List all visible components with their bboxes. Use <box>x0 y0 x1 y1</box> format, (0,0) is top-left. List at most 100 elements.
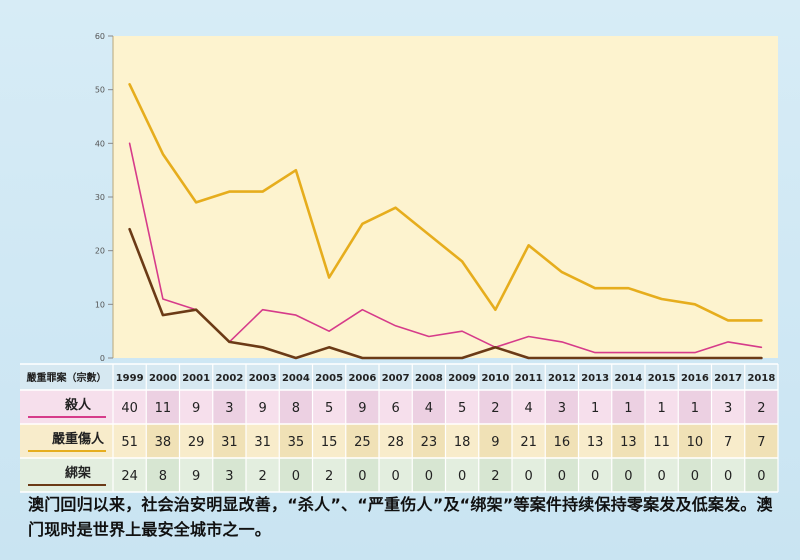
table-value: 7 <box>724 435 732 450</box>
table-cell-shade <box>678 458 712 492</box>
table-value: 9 <box>192 401 200 416</box>
table-cell-shade <box>545 458 579 492</box>
table-value: 23 <box>421 435 438 450</box>
plot-area: 0 10 20 30 40 50 60 <box>95 32 778 363</box>
table-cell-shade <box>412 390 446 424</box>
year-label: 2002 <box>215 373 243 384</box>
table-cell-shade <box>744 458 778 492</box>
table-value: 5 <box>325 401 333 416</box>
table-cell-shade <box>212 390 246 424</box>
table-value: 0 <box>657 469 665 484</box>
table-cell-shade <box>611 424 645 458</box>
plot-background <box>113 36 778 358</box>
series-line-3 <box>128 227 763 360</box>
y-tick-label: 40 <box>95 139 105 148</box>
table-value: 7 <box>757 435 765 450</box>
table-value: 4 <box>425 401 433 416</box>
table-value: 1 <box>691 401 699 416</box>
year-label: 2009 <box>448 373 476 384</box>
table-value: 0 <box>757 469 765 484</box>
table-value: 3 <box>225 401 233 416</box>
table-value: 5 <box>458 401 466 416</box>
year-label: 2016 <box>681 373 709 384</box>
table-header-title: 嚴重罪案（宗數） <box>26 371 107 384</box>
table-value: 31 <box>254 435 271 450</box>
year-label: 2007 <box>382 373 410 384</box>
series-name-3: 綁架 <box>65 465 91 481</box>
table-value: 0 <box>358 469 366 484</box>
table-value: 35 <box>288 435 305 450</box>
y-tick-label: 10 <box>95 300 105 309</box>
series-line-1 <box>128 142 763 354</box>
table-cell-shade <box>146 458 180 492</box>
table-value: 2 <box>325 469 333 484</box>
table-cell-shade <box>744 390 778 424</box>
table-cell-shade <box>279 458 313 492</box>
table-value: 1 <box>591 401 599 416</box>
table-cell-shade <box>478 424 512 458</box>
table-value: 31 <box>221 435 238 450</box>
table-value: 25 <box>354 435 371 450</box>
y-tick-label: 30 <box>95 193 105 202</box>
table-cell-shade <box>345 424 379 458</box>
table-value: 13 <box>620 435 637 450</box>
table-value: 0 <box>458 469 466 484</box>
table-value: 2 <box>258 469 266 484</box>
table-value: 21 <box>520 435 537 450</box>
table-cell-shade <box>212 458 246 492</box>
year-label: 2018 <box>747 373 775 384</box>
table-cell-shade <box>611 458 645 492</box>
year-label: 2005 <box>315 373 343 384</box>
table-cell-shade <box>345 390 379 424</box>
series-line-2 <box>128 83 763 322</box>
table-value: 0 <box>691 469 699 484</box>
series-name-2: 嚴重傷人 <box>52 431 105 447</box>
table-cell-shade <box>412 458 446 492</box>
table-cell-shade <box>412 424 446 458</box>
table-value: 18 <box>454 435 471 450</box>
table-value: 10 <box>687 435 704 450</box>
table-cell-shade <box>279 424 313 458</box>
y-tick-label: 50 <box>95 86 105 95</box>
table-value: 3 <box>724 401 732 416</box>
year-label: 2014 <box>614 373 642 384</box>
table-cell-shade <box>212 424 246 458</box>
table-value: 9 <box>192 469 200 484</box>
table-cell-shade <box>678 390 712 424</box>
year-label: 2006 <box>348 373 376 384</box>
table-cell-shade <box>611 390 645 424</box>
table-value: 1 <box>624 401 632 416</box>
table-value: 0 <box>624 469 632 484</box>
table-value: 11 <box>653 435 670 450</box>
table-value: 24 <box>121 469 138 484</box>
table-cell-shade <box>146 424 180 458</box>
y-tick-label: 60 <box>95 32 105 41</box>
table-cell-shade <box>345 458 379 492</box>
table-value: 4 <box>524 401 532 416</box>
table-cell-shade <box>545 390 579 424</box>
year-label: 2000 <box>149 373 177 384</box>
table-value: 15 <box>321 435 338 450</box>
table-cell-shade <box>146 390 180 424</box>
table-value: 51 <box>121 435 138 450</box>
table-value: 9 <box>358 401 366 416</box>
year-label: 2001 <box>182 373 210 384</box>
year-label: 2011 <box>515 373 543 384</box>
table-value: 2 <box>757 401 765 416</box>
data-table: 嚴重罪案（宗數） 1999 2000 2001 2002 2003 2004 2005 2006… <box>20 363 779 493</box>
caption-text: 澳门回归以来，社会治安明显改善，“杀人”、“严重伤人”及“绑架”等案件持续保持零… <box>28 495 773 539</box>
table-value: 9 <box>258 401 266 416</box>
year-label: 1999 <box>116 373 144 384</box>
table-value: 40 <box>121 401 138 416</box>
table-value: 0 <box>558 469 566 484</box>
year-label: 2015 <box>648 373 676 384</box>
table-value: 0 <box>724 469 732 484</box>
table-value: 9 <box>491 435 499 450</box>
series-name-1: 殺人 <box>64 397 92 413</box>
table-value: 0 <box>425 469 433 484</box>
y-tick-label: 0 <box>100 354 105 363</box>
year-label: 2003 <box>249 373 277 384</box>
table-cell-shade <box>279 390 313 424</box>
table-value: 3 <box>225 469 233 484</box>
table-value: 13 <box>587 435 604 450</box>
